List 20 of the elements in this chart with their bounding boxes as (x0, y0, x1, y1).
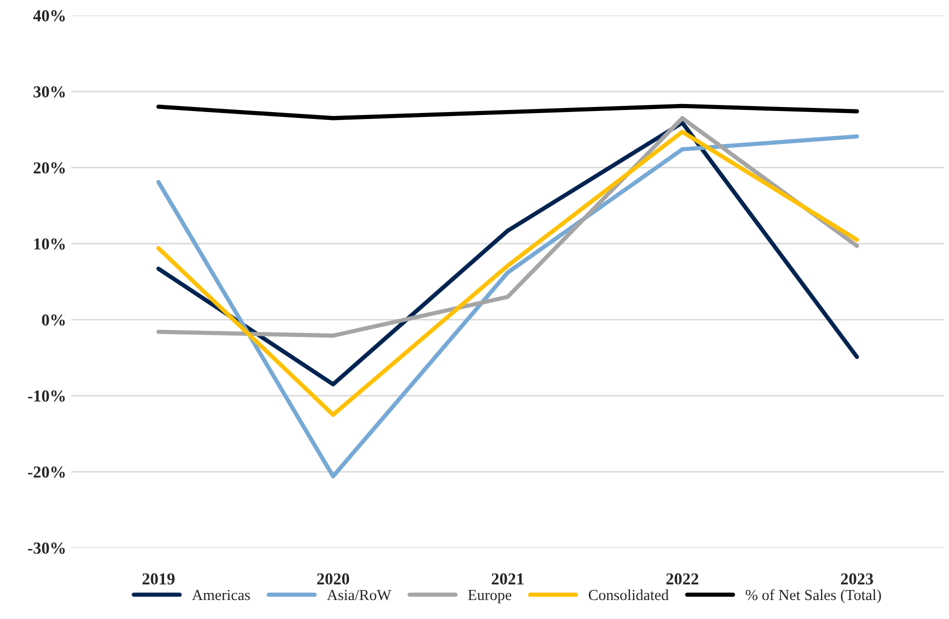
x-tick-label: 2020 (317, 573, 350, 585)
legend-label: % of Net Sales (Total) (746, 589, 881, 604)
line-series (156, 104, 860, 120)
legend-label: Europe (468, 590, 512, 604)
y-tick-label: 10% (34, 238, 65, 250)
y-tick-label: -10% (28, 390, 65, 402)
y-tick-label: 20% (34, 162, 65, 174)
y-tick-label: 40% (33, 10, 65, 22)
y-tick-label: -30% (28, 542, 65, 554)
y-tick-label: 30% (34, 86, 65, 98)
legend-label: Asia/RoW (326, 590, 392, 600)
line-series (156, 134, 860, 478)
x-tick-label: 2022 (666, 573, 698, 585)
y-tick-label: -20% (28, 466, 65, 478)
y-tick-label: 0% (42, 314, 65, 326)
x-tick-label: 2019 (142, 573, 175, 585)
x-tick-label: 2021 (492, 573, 524, 585)
x-tick-label: 2023 (840, 573, 874, 585)
legend-label: Consolidated (588, 589, 669, 600)
legend-label: Americas (192, 590, 250, 600)
